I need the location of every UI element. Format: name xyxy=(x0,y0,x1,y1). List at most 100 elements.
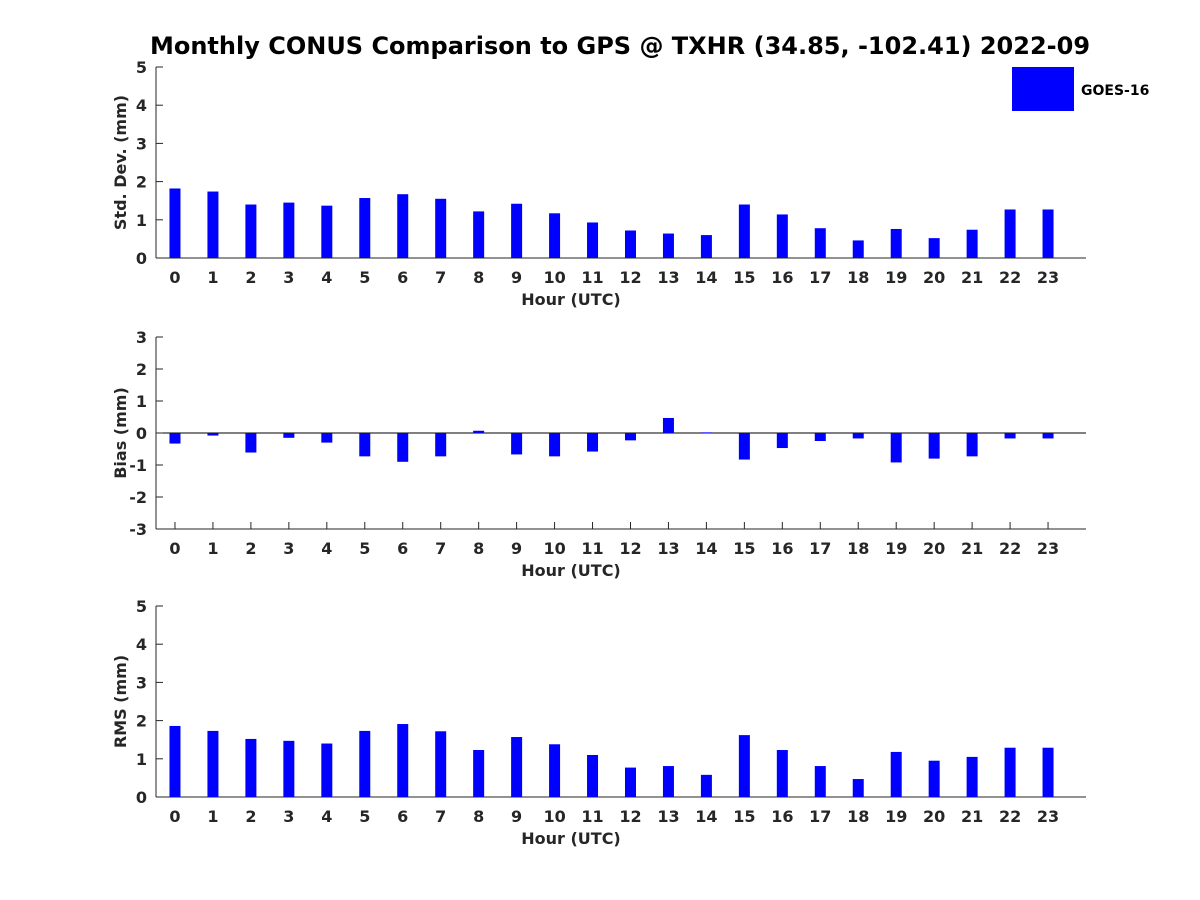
std-dev-x-tick-label: 4 xyxy=(321,268,332,287)
std-dev-bar xyxy=(1042,209,1054,258)
rms-x-tick-label: 3 xyxy=(283,807,294,826)
rms-x-tick-label: 17 xyxy=(809,807,831,826)
rms-x-tick-label: 11 xyxy=(581,807,603,826)
bias-x-tick-label: 8 xyxy=(473,539,484,558)
bias-x-tick-label: 15 xyxy=(733,539,755,558)
std-dev-bar xyxy=(207,191,219,258)
bias-bar xyxy=(473,430,485,433)
rms-x-tick-label: 6 xyxy=(397,807,408,826)
bias-bar xyxy=(776,433,788,449)
bias-bar xyxy=(624,433,636,441)
rms-x-tick-label: 8 xyxy=(473,807,484,826)
rms-y-tick-label: 1 xyxy=(136,750,147,769)
bias-bar xyxy=(890,433,902,463)
std-dev-x-tick-label: 0 xyxy=(169,268,180,287)
std-dev-x-tick-label: 12 xyxy=(619,268,641,287)
rms-bar xyxy=(473,750,485,797)
rms-x-axis-label: Hour (UTC) xyxy=(521,829,621,848)
std-dev-y-tick-label: 0 xyxy=(136,249,147,268)
std-dev-y-tick-label: 3 xyxy=(136,134,147,153)
std-dev-x-tick-label: 22 xyxy=(999,268,1021,287)
bias-bar xyxy=(814,433,826,441)
std-dev-x-tick-label: 15 xyxy=(733,268,755,287)
std-dev-x-tick-label: 8 xyxy=(473,268,484,287)
bias-y-tick-label: 3 xyxy=(136,328,147,347)
rms-bar xyxy=(1004,747,1016,797)
bias-x-tick-label: 9 xyxy=(511,539,522,558)
bias-x-tick-label: 6 xyxy=(397,539,408,558)
rms-y-tick-label: 4 xyxy=(136,635,147,654)
rms-bar xyxy=(359,730,371,797)
bias-x-tick-label: 10 xyxy=(543,539,565,558)
rms-x-tick-label: 18 xyxy=(847,807,869,826)
std-dev-x-tick-label: 2 xyxy=(245,268,256,287)
bias-y-axis-label: Bias (mm) xyxy=(111,387,130,479)
rms-x-tick-label: 1 xyxy=(207,807,218,826)
bias-x-tick-label: 7 xyxy=(435,539,446,558)
rms-y-tick-label: 3 xyxy=(136,673,147,692)
rms-x-tick-label: 5 xyxy=(359,807,370,826)
rms-x-tick-label: 23 xyxy=(1037,807,1059,826)
std-dev-bar xyxy=(397,194,409,258)
std-dev-bar xyxy=(549,213,561,258)
rms-bar xyxy=(587,754,599,797)
rms-x-tick-label: 12 xyxy=(619,807,641,826)
rms-x-tick-label: 13 xyxy=(657,807,679,826)
std-dev-x-tick-label: 14 xyxy=(695,268,717,287)
rms-bar xyxy=(966,756,978,797)
std-dev-x-axis-label: Hour (UTC) xyxy=(521,290,621,309)
std-dev-y-tick-label: 2 xyxy=(136,173,147,192)
std-dev-bar xyxy=(283,202,295,258)
rms-y-tick-label: 2 xyxy=(136,712,147,731)
std-dev-bar xyxy=(814,228,826,258)
std-dev-y-tick-label: 4 xyxy=(136,96,147,115)
bias-bar xyxy=(169,433,181,444)
rms-bar xyxy=(700,774,712,797)
rms-x-tick-label: 7 xyxy=(435,807,446,826)
bias-x-tick-label: 11 xyxy=(581,539,603,558)
rms-bar xyxy=(245,738,257,797)
std-dev-bar xyxy=(928,238,940,258)
std-dev-y-tick-label: 1 xyxy=(136,211,147,230)
bias-x-tick-label: 1 xyxy=(207,539,218,558)
rms-bar xyxy=(662,766,674,797)
rms-bar xyxy=(207,730,219,797)
rms-x-tick-label: 9 xyxy=(511,807,522,826)
bias-y-tick-label: 1 xyxy=(136,392,147,411)
bias-bar xyxy=(928,433,940,459)
rms-y-tick-label: 0 xyxy=(136,788,147,807)
rms-bar xyxy=(624,767,636,797)
bias-bar xyxy=(245,433,257,453)
bias-x-tick-label: 17 xyxy=(809,539,831,558)
rms-bar xyxy=(549,744,561,797)
bias-x-tick-label: 5 xyxy=(359,539,370,558)
std-dev-x-tick-label: 17 xyxy=(809,268,831,287)
rms-bar xyxy=(435,731,447,797)
bias-x-tick-label: 21 xyxy=(961,539,983,558)
bias-bar xyxy=(1042,433,1054,439)
bias-bar xyxy=(359,433,371,457)
std-dev-x-tick-label: 18 xyxy=(847,268,869,287)
std-dev-bar xyxy=(473,211,485,258)
bias-bar xyxy=(549,433,561,457)
rms-bar xyxy=(928,760,940,797)
std-dev-bar xyxy=(321,205,333,258)
bias-y-tick-label: -1 xyxy=(129,456,147,475)
bias-bar xyxy=(852,433,864,439)
rms-x-tick-label: 20 xyxy=(923,807,945,826)
bias-bar xyxy=(435,433,447,457)
bias-bar xyxy=(700,432,712,434)
rms-bar xyxy=(890,751,902,797)
std-dev-x-tick-label: 10 xyxy=(543,268,565,287)
std-dev-x-tick-label: 9 xyxy=(511,268,522,287)
bias-bar xyxy=(321,433,333,443)
std-dev-x-tick-label: 6 xyxy=(397,268,408,287)
rms-x-tick-label: 2 xyxy=(245,807,256,826)
rms-x-tick-label: 16 xyxy=(771,807,793,826)
std-dev-bar xyxy=(776,214,788,258)
rms-bar xyxy=(169,725,181,797)
bias-bar xyxy=(738,433,750,460)
std-dev-x-tick-label: 19 xyxy=(885,268,907,287)
